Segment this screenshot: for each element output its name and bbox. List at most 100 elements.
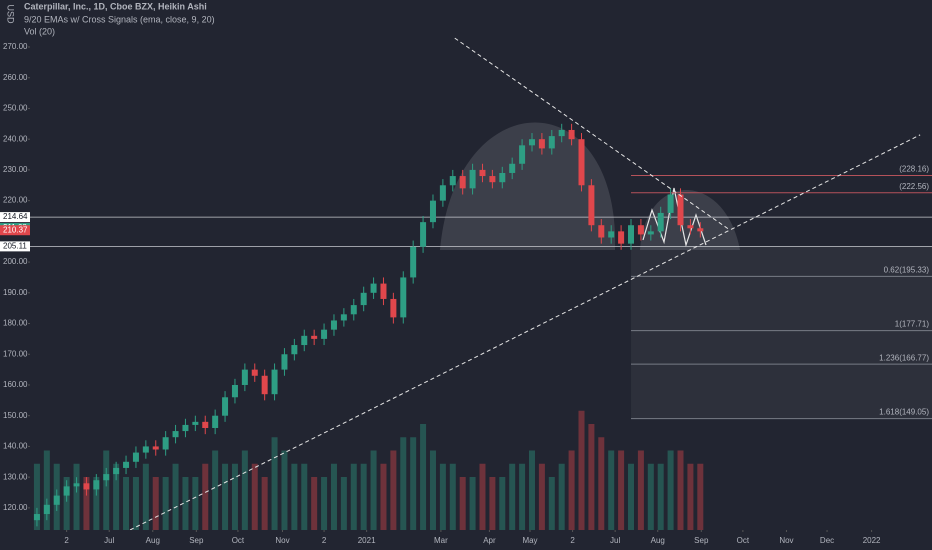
subtitle: 9/20 EMAs w/ Cross Signals (ema, close, … [24, 14, 215, 24]
volume-bar [647, 463, 654, 530]
volume-bar [677, 450, 684, 530]
candle-body [321, 329, 328, 339]
y-tick-label: 140.00 [3, 442, 28, 451]
x-tick-label: Mar [434, 536, 448, 545]
volume-bar [439, 463, 446, 530]
candle-body [291, 345, 298, 355]
price-tag [0, 212, 30, 223]
head-shape [440, 122, 616, 250]
fib-label: (222.56) [899, 182, 929, 191]
candle-body [271, 369, 278, 395]
x-tick-label: 2 [64, 536, 69, 545]
candle-body [231, 384, 238, 398]
y-tick-label: 170.00 [3, 349, 28, 358]
candle-body [439, 185, 446, 201]
volume-bar [113, 463, 120, 530]
candle-body [222, 397, 229, 416]
volume-bar [360, 463, 367, 530]
volume-bar [281, 450, 288, 530]
currency: USD [6, 4, 16, 24]
x-tick-label: Jul [610, 536, 620, 545]
candle-body [360, 292, 367, 306]
volume-bar [152, 477, 159, 530]
candle-body [558, 129, 565, 137]
candle-body [350, 305, 357, 315]
y-tick-label: 130.00 [3, 472, 28, 481]
x-tick-label: Apr [483, 536, 496, 545]
trendline [129, 134, 921, 531]
candle-body [410, 246, 417, 278]
candle-body [73, 483, 80, 487]
volume-bar [182, 477, 189, 530]
volume-bar [558, 463, 565, 530]
fib-label: (228.16) [899, 165, 929, 174]
y-tick-label: 250.00 [3, 104, 28, 113]
candle-body [83, 483, 90, 490]
candle-body [420, 222, 427, 247]
volume-bar [162, 477, 169, 530]
candle-body [588, 185, 595, 226]
volume-bar [578, 410, 585, 530]
volume-bar [628, 463, 635, 530]
volume-bar [390, 450, 397, 530]
y-tick-label: 120.00 [3, 503, 28, 512]
candle-body [43, 504, 50, 515]
volume-bar [202, 463, 209, 530]
candle-body [162, 437, 169, 450]
fib-label: 1(177.71) [895, 320, 930, 329]
volume-bar [63, 477, 70, 530]
volume-bar [420, 424, 427, 530]
volume-bar [93, 477, 100, 530]
candle-body [429, 200, 436, 223]
volume-bar [330, 463, 337, 530]
x-tick-label: Sep [694, 536, 709, 545]
volume-bar [429, 450, 436, 530]
volume-bar [231, 463, 238, 530]
volume-bar [172, 463, 179, 530]
price-tag [0, 241, 30, 252]
candle-body [528, 139, 535, 146]
y-tick-label: 150.00 [3, 411, 28, 420]
volume-bar [321, 477, 328, 530]
volume-bar [123, 477, 130, 530]
candle-body [578, 139, 585, 186]
candle-body [182, 424, 189, 432]
volume-bar [291, 463, 298, 530]
volume-bar [261, 477, 268, 530]
volume-bar [142, 463, 149, 530]
candle-body [103, 474, 110, 481]
volume-bar [301, 463, 308, 530]
x-tick-label: Sep [189, 536, 204, 545]
candle-body [637, 225, 644, 235]
y-tick-label: 220.00 [3, 196, 28, 205]
candle-body [53, 495, 60, 505]
candle-body [618, 231, 625, 244]
volume-bar [380, 463, 387, 530]
volume-bar [667, 450, 674, 530]
candle-body [538, 139, 545, 149]
candle-body [192, 421, 199, 425]
candle-body [172, 431, 179, 438]
x-tick-label: Oct [232, 536, 245, 545]
candle-body [113, 467, 120, 475]
candle-body [667, 194, 674, 213]
price-axis [0, 0, 30, 550]
volume-bar [83, 477, 90, 530]
candle-body [63, 486, 70, 496]
y-tick-label: 200.00 [3, 257, 28, 266]
candle-body [568, 129, 575, 140]
candle-body [449, 176, 456, 186]
volume-bar [33, 463, 40, 530]
volume-bar [509, 463, 516, 530]
volume-bar [251, 463, 258, 530]
volume-bar [657, 463, 664, 530]
x-tick-label: Oct [737, 536, 750, 545]
volume-bar [350, 463, 357, 530]
volume-bar [43, 450, 50, 530]
volume-bar [340, 477, 347, 530]
candle-body [677, 194, 684, 226]
candle-body [390, 298, 397, 318]
candle-body [519, 145, 526, 164]
